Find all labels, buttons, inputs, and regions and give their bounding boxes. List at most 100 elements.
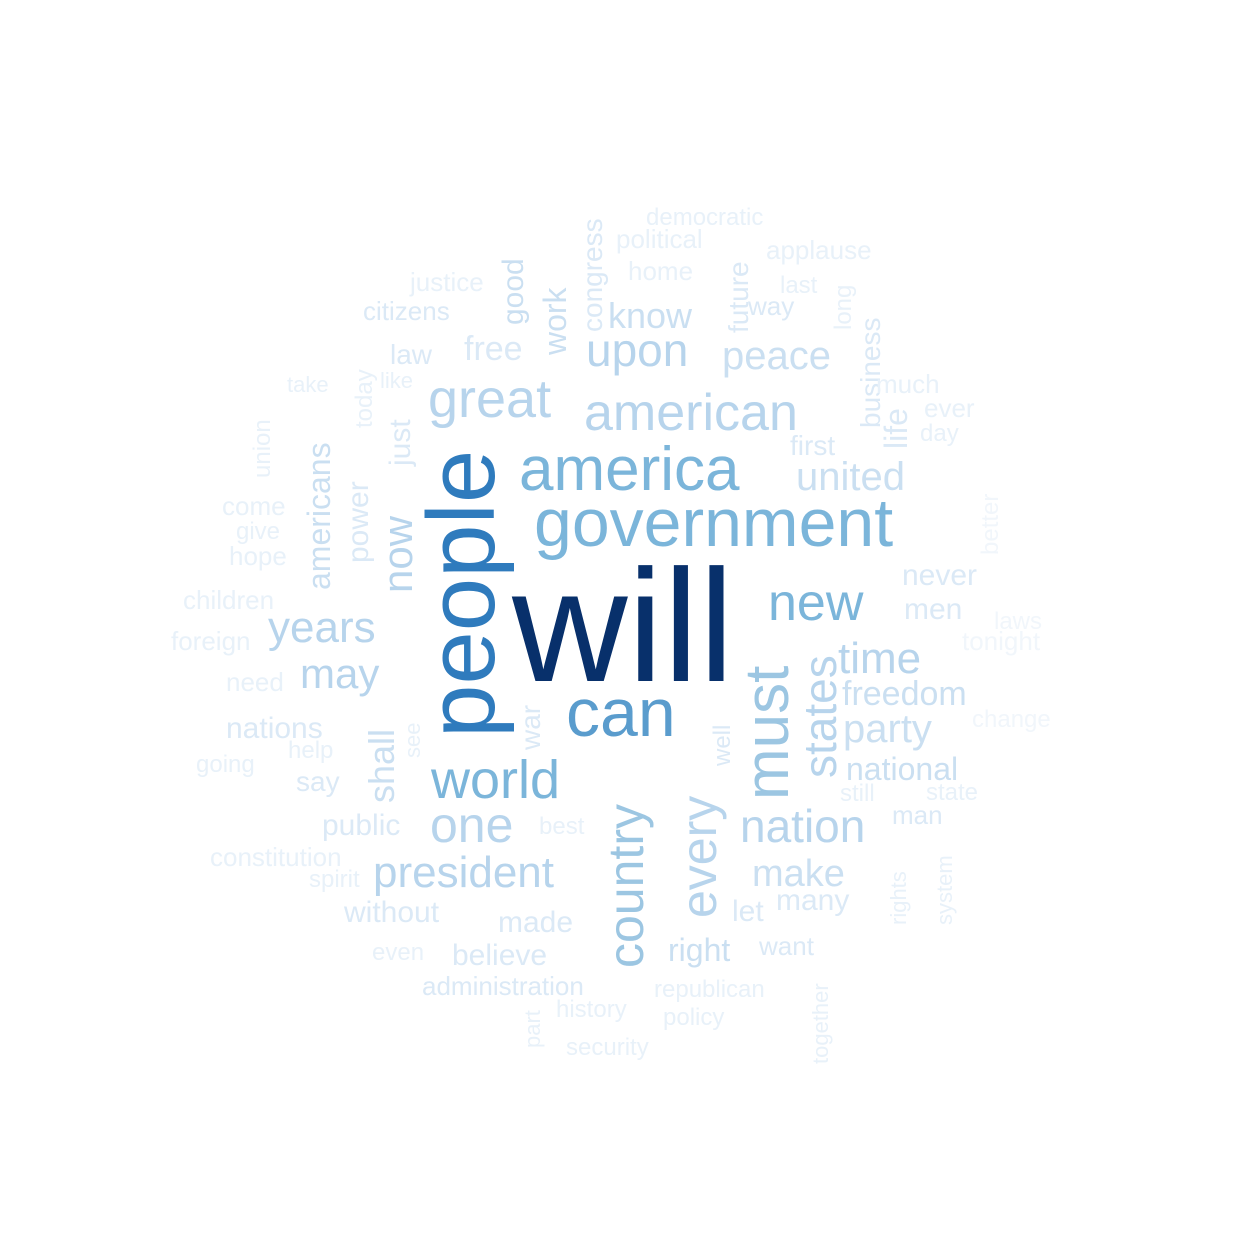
word-never: never (902, 559, 977, 592)
word-state: state (926, 779, 978, 806)
word-policy: policy (663, 1004, 724, 1031)
word-americans: americans (301, 442, 337, 590)
word-war: war (515, 705, 546, 751)
word-will: will (511, 536, 734, 715)
word-applause: applause (766, 235, 872, 265)
word-rights: rights (886, 871, 911, 925)
word-country: country (598, 804, 654, 968)
word-many: many (776, 884, 849, 917)
word-even: even (372, 939, 424, 966)
word-good: good (497, 258, 530, 325)
word-men: men (904, 593, 962, 626)
word-together: together (808, 983, 833, 1064)
word-nations: nations (226, 712, 323, 745)
word-believe: believe (452, 939, 547, 972)
word-make: make (752, 853, 845, 895)
word-foreign: foreign (171, 626, 251, 656)
word-people: people (408, 450, 515, 738)
word-new: new (768, 574, 864, 632)
word-american: american (584, 384, 798, 442)
word-america: america (519, 435, 740, 504)
word-security: security (566, 1034, 649, 1061)
word-give: give (236, 518, 280, 545)
word-law: law (390, 339, 433, 370)
word-upon: upon (586, 324, 688, 376)
word-well: well (709, 725, 736, 767)
word-last: last (780, 272, 818, 299)
word-national: national (846, 751, 958, 787)
word-let: let (732, 895, 764, 928)
word-power: power (342, 481, 375, 563)
word-see: see (400, 723, 425, 758)
word-want: want (758, 931, 815, 961)
word-day: day (920, 420, 959, 447)
word-need: need (226, 667, 284, 697)
word-change: change (972, 706, 1051, 733)
word-constitution: constitution (210, 842, 342, 872)
word-spirit: spirit (309, 866, 360, 893)
word-now: now (374, 515, 421, 593)
word-system: system (932, 855, 957, 925)
word-time: time (838, 634, 921, 683)
word-republican: republican (654, 976, 765, 1003)
word-without: without (343, 896, 440, 929)
word-right: right (668, 932, 730, 968)
word-citizens: citizens (363, 296, 450, 326)
word-world: world (430, 750, 560, 810)
word-help: help (288, 737, 333, 764)
word-first: first (790, 430, 835, 461)
word-life: life (878, 408, 914, 449)
word-freedom: freedom (842, 675, 967, 713)
word-peace: peace (722, 334, 831, 378)
word-history: history (556, 996, 627, 1023)
word-one: one (430, 797, 513, 853)
word-take: take (287, 372, 329, 397)
word-democratic: democratic (646, 204, 763, 231)
word-laws: laws (994, 608, 1042, 635)
word-shall: shall (361, 729, 402, 803)
word-children: children (183, 585, 274, 615)
word-public: public (322, 809, 400, 842)
word-party: party (843, 707, 932, 751)
word-home: home (628, 256, 693, 286)
word-future: future (723, 261, 754, 333)
word-tonight: tonight (962, 626, 1041, 656)
word-come: come (222, 491, 286, 521)
word-president: president (373, 848, 554, 897)
word-like: like (380, 368, 413, 393)
word-much: much (876, 369, 940, 399)
word-congress: congress (577, 218, 608, 332)
word-political: political (616, 224, 703, 254)
word-still: still (840, 780, 875, 807)
word-united: united (796, 455, 905, 499)
word-states: states (794, 655, 846, 778)
word-business: business (855, 317, 886, 428)
word-union: union (249, 419, 276, 478)
word-man: man (892, 800, 943, 830)
word-part: part (520, 1010, 545, 1048)
word-today: today (351, 369, 378, 428)
word-ever: ever (924, 393, 975, 423)
word-long: long (830, 285, 857, 330)
word-can: can (566, 675, 676, 751)
word-made: made (498, 906, 573, 939)
word-justice: justice (409, 267, 484, 297)
word-great: great (428, 369, 551, 429)
word-free: free (464, 330, 523, 368)
word-may: may (300, 650, 379, 697)
word-must: must (733, 666, 802, 800)
word-going: going (196, 751, 255, 778)
word-way: way (747, 291, 794, 321)
word-hope: hope (229, 541, 287, 571)
word-better: better (977, 494, 1004, 555)
word-know: know (608, 295, 693, 336)
word-years: years (268, 603, 376, 652)
word-say: say (296, 766, 340, 797)
word-government: government (534, 485, 893, 561)
word-nation: nation (740, 800, 865, 852)
word-best: best (539, 813, 585, 840)
word-just: just (384, 419, 417, 467)
word-administration: administration (422, 971, 584, 1001)
